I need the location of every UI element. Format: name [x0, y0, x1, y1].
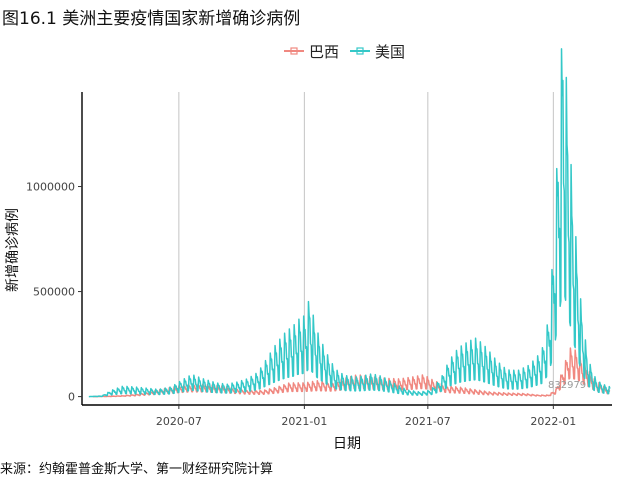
legend-label-usa: 美国	[375, 42, 406, 61]
x-axis-title: 日期	[333, 436, 361, 452]
legend-item-usa: 美国	[349, 41, 405, 62]
y-tick-label: 500000	[33, 286, 75, 299]
chart-title: 图16.1 美洲主要疫情国家新增确诊病例	[2, 9, 301, 29]
series-line-usa	[88, 48, 611, 398]
x-tick-label: 2022-01	[530, 415, 576, 428]
x-tick-label: 2020-07	[156, 415, 202, 428]
x-tick-label: 2021-07	[405, 415, 451, 428]
data-annotation: 832979	[548, 380, 586, 391]
legend: 巴西 美国	[283, 40, 415, 62]
legend-key-usa	[350, 47, 371, 55]
legend-key-brazil	[284, 47, 304, 55]
x-tick-label: 2021-01	[281, 415, 327, 428]
y-tick-label: 0	[68, 391, 75, 404]
source-note: 来源：约翰霍普金斯大学、第一财经研究院计算	[0, 462, 274, 477]
y-tick-label: 1000000	[26, 181, 75, 194]
legend-item-brazil: 巴西	[283, 41, 339, 62]
legend-label-brazil: 巴西	[309, 42, 340, 61]
y-axis-title: 新增确诊病例	[5, 208, 21, 292]
